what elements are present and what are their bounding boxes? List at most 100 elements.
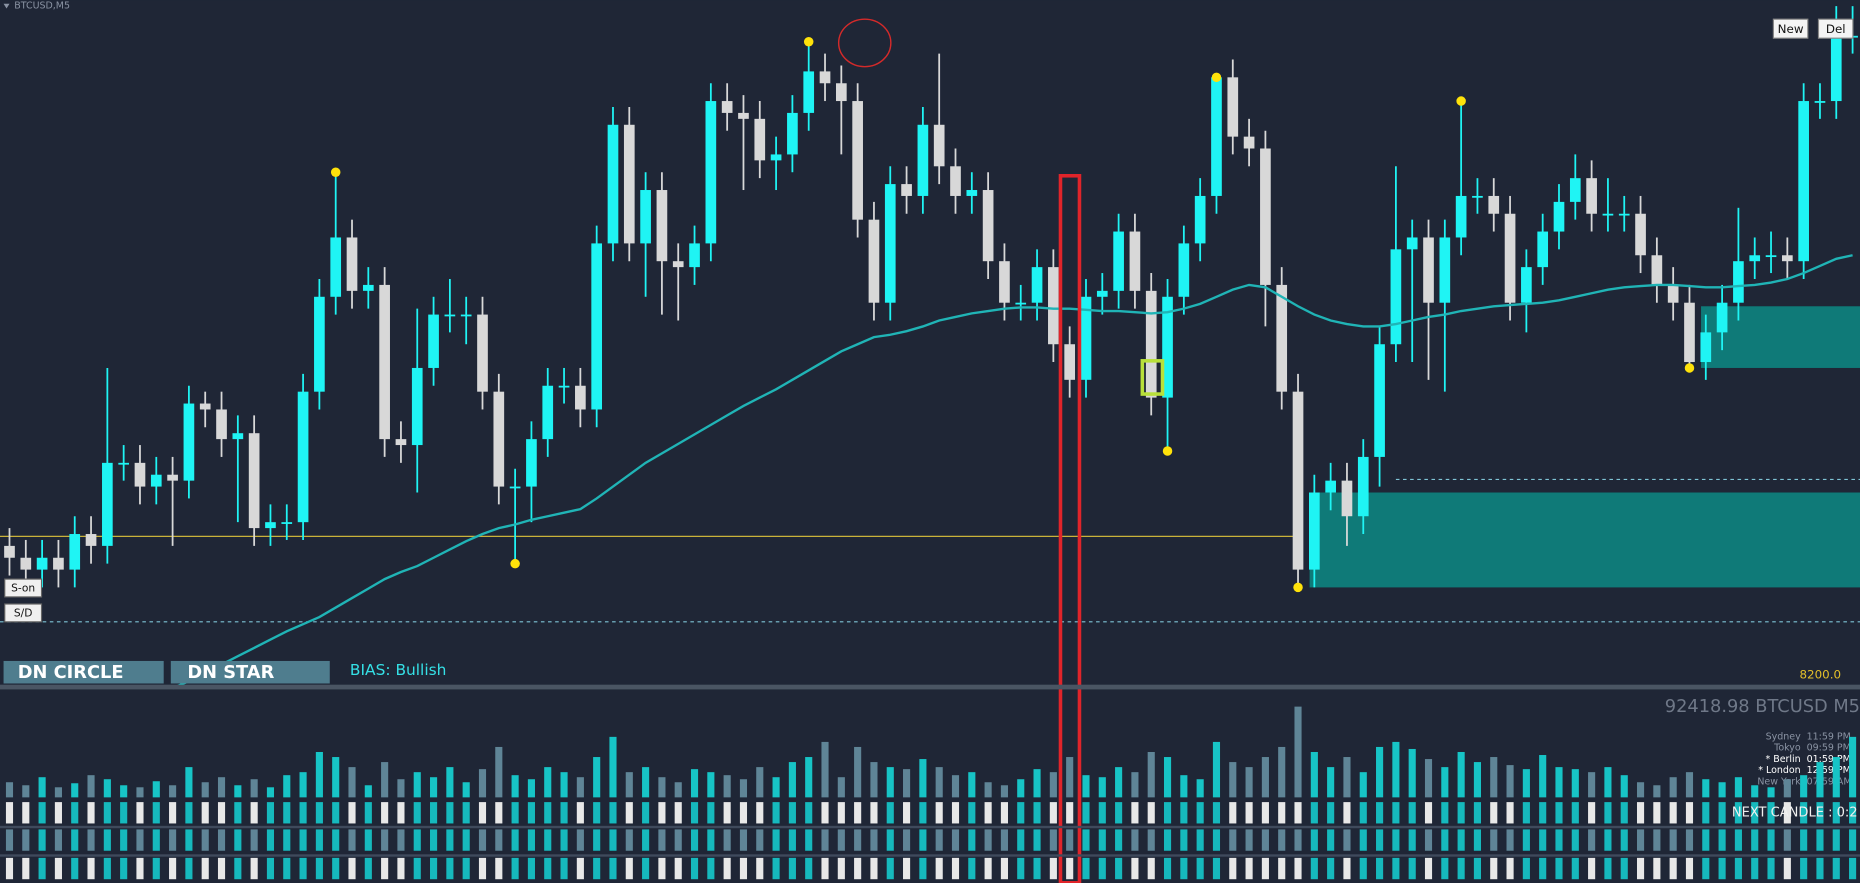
- volume-bar: [1000, 785, 1008, 798]
- volume-bar: [1685, 772, 1694, 798]
- volume-bar: [1082, 775, 1090, 798]
- trend-strip-cell: [593, 857, 601, 880]
- trend-strip-cell: [1180, 802, 1188, 824]
- trend-strip-cell: [462, 857, 470, 880]
- trend-strip-cell: [1653, 857, 1661, 880]
- trend-strip-cell: [919, 857, 927, 880]
- candle-body: [1635, 213, 1646, 256]
- candle-body: [428, 314, 439, 368]
- trend-strip-cell: [1376, 857, 1384, 880]
- trend-strip-cell: [837, 802, 845, 824]
- candle-body: [1145, 290, 1157, 398]
- trend-strip-cell: [5, 857, 14, 880]
- s-on-button[interactable]: [4, 578, 43, 598]
- candle-body: [770, 154, 782, 161]
- trend-strip-cell: [544, 829, 552, 851]
- del-button[interactable]: [1817, 18, 1854, 39]
- trend-strip-cell: [1000, 802, 1008, 824]
- volume-bar: [348, 767, 356, 798]
- dn-star-label[interactable]: DN STAR: [187, 662, 274, 683]
- trend-strip-cell: [348, 857, 356, 880]
- trend-strip-cell: [446, 802, 454, 824]
- trend-strip-cell: [1278, 857, 1286, 880]
- trend-strip-cell: [1441, 829, 1449, 851]
- volume-bar: [1832, 757, 1840, 798]
- trend-strip-cell: [1261, 857, 1269, 880]
- trend-strip-cell: [22, 829, 30, 851]
- volume-bar: [527, 779, 535, 798]
- volume-bar: [71, 783, 79, 798]
- candle-body: [542, 385, 554, 440]
- volume-bar: [625, 772, 633, 798]
- dn-circle-panel[interactable]: [3, 660, 164, 684]
- session-city: Tokyo: [1773, 743, 1801, 754]
- candle-body: [803, 71, 815, 113]
- candle-body: [1488, 195, 1500, 214]
- trend-strip-cell: [299, 829, 307, 851]
- candle-body: [1276, 284, 1288, 392]
- trend-strip-cell: [674, 857, 682, 880]
- candle-body: [1178, 243, 1190, 297]
- trend-strip-cell: [1816, 802, 1824, 824]
- volume-bar: [1783, 779, 1791, 798]
- trend-strip-cell: [152, 802, 160, 824]
- volume-bar: [674, 782, 682, 798]
- dn-star-panel[interactable]: [170, 660, 330, 684]
- fractal-dot: [510, 558, 520, 569]
- candle-body: [1243, 136, 1255, 149]
- volume-bar: [1163, 757, 1172, 798]
- volume-bar: [185, 767, 193, 798]
- supply-demand-zone: [1309, 492, 1860, 588]
- trend-strip-cell: [1294, 829, 1302, 851]
- volume-bar: [837, 777, 845, 798]
- new-button[interactable]: [1772, 18, 1809, 39]
- trend-strip-cell: [1147, 829, 1155, 851]
- trend-strip-cell: [1604, 857, 1612, 880]
- candle-body: [1292, 391, 1304, 570]
- candle-body: [493, 391, 505, 487]
- collapse-arrow[interactable]: [3, 3, 10, 9]
- s-on-label[interactable]: S-on: [11, 582, 35, 595]
- trend-strip-cell: [185, 857, 193, 880]
- trend-strip-cell: [1082, 802, 1090, 824]
- trend-strip-cell: [1278, 829, 1286, 851]
- trend-strip-cell: [821, 857, 829, 880]
- candle-body: [1211, 77, 1222, 196]
- sd-label[interactable]: S/D: [14, 607, 33, 620]
- sd-button[interactable]: [4, 603, 43, 623]
- candle-body: [526, 439, 537, 487]
- trend-strip-cell: [71, 857, 79, 880]
- trend-strip-cell: [642, 829, 650, 851]
- trend-strip-cell: [1685, 829, 1694, 851]
- del-button-label[interactable]: Del: [1826, 22, 1846, 36]
- candle-body: [575, 385, 586, 410]
- candle-body: [36, 557, 48, 570]
- trend-strip-cell: [136, 829, 144, 851]
- trend-strip-cell: [1800, 802, 1808, 824]
- candle-body: [460, 314, 472, 317]
- strip-separator: [0, 825, 1860, 829]
- price-label: 92418.98 BTCUSD M5: [1665, 696, 1860, 717]
- trend-strip-cell: [935, 802, 943, 824]
- volume-bar: [1669, 777, 1677, 798]
- trend-strip-cell: [1196, 829, 1204, 851]
- trend-strip-cell: [1163, 857, 1172, 880]
- trend-strip-cell: [690, 857, 699, 880]
- trend-strip-cell: [1669, 829, 1677, 851]
- trend-strip-cell: [1832, 802, 1840, 824]
- trend-strip-cell: [527, 857, 535, 880]
- trend-strip-cell: [54, 829, 62, 851]
- volume-bar: [1718, 782, 1726, 798]
- trend-strip-cell: [1620, 829, 1628, 851]
- new-button-label[interactable]: New: [1778, 22, 1804, 36]
- trend-strip-cell: [739, 802, 748, 824]
- volume-bar: [1457, 751, 1465, 798]
- dn-circle-label[interactable]: DN CIRCLE: [18, 662, 124, 683]
- trend-strip-cell: [169, 802, 177, 824]
- trend-strip-cell: [1131, 802, 1139, 824]
- trend-strip-cell: [1636, 857, 1645, 880]
- trend-strip-cell: [1261, 802, 1269, 824]
- trend-strip-cell: [756, 802, 764, 824]
- candle-body: [1569, 178, 1581, 202]
- trend-strip-cell: [951, 829, 960, 851]
